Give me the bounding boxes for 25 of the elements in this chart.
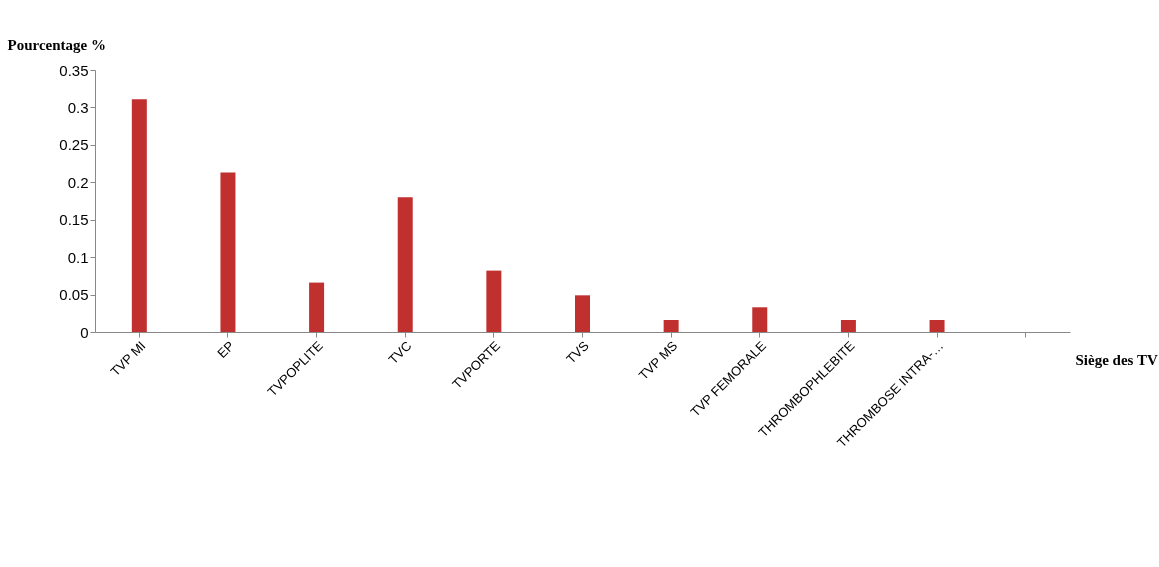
- bar: [220, 172, 236, 332]
- x-tick-label: TVC: [385, 338, 415, 368]
- bar: [575, 295, 590, 332]
- y-tick-label: 0.3: [67, 98, 89, 116]
- bar: [309, 282, 325, 332]
- bar: [486, 270, 502, 332]
- bar: [397, 197, 413, 332]
- bar: [131, 99, 147, 332]
- x-tick-label: TVP MS: [635, 337, 681, 383]
- y-tick-label: 0: [80, 323, 89, 341]
- x-tick-label: TVP MI: [107, 338, 149, 380]
- bar: [663, 320, 679, 332]
- bar: [752, 307, 768, 332]
- x-tick-label: TVS: [563, 337, 592, 367]
- y-tick-label: 0.05: [59, 286, 89, 304]
- y-tick-label: 0.2: [67, 173, 89, 191]
- bar: [929, 320, 945, 332]
- y-tick-label: 0.35: [59, 61, 89, 79]
- x-axis-title: Siège des TV: [1075, 351, 1158, 368]
- y-axis-title: Pourcentage %: [7, 36, 106, 53]
- x-tick-label: EP: [214, 338, 238, 361]
- y-tick-label: 0.1: [67, 248, 89, 266]
- y-tick-label: 0.25: [59, 136, 89, 154]
- y-tick-label: 0.15: [59, 211, 89, 229]
- bar: [840, 320, 856, 332]
